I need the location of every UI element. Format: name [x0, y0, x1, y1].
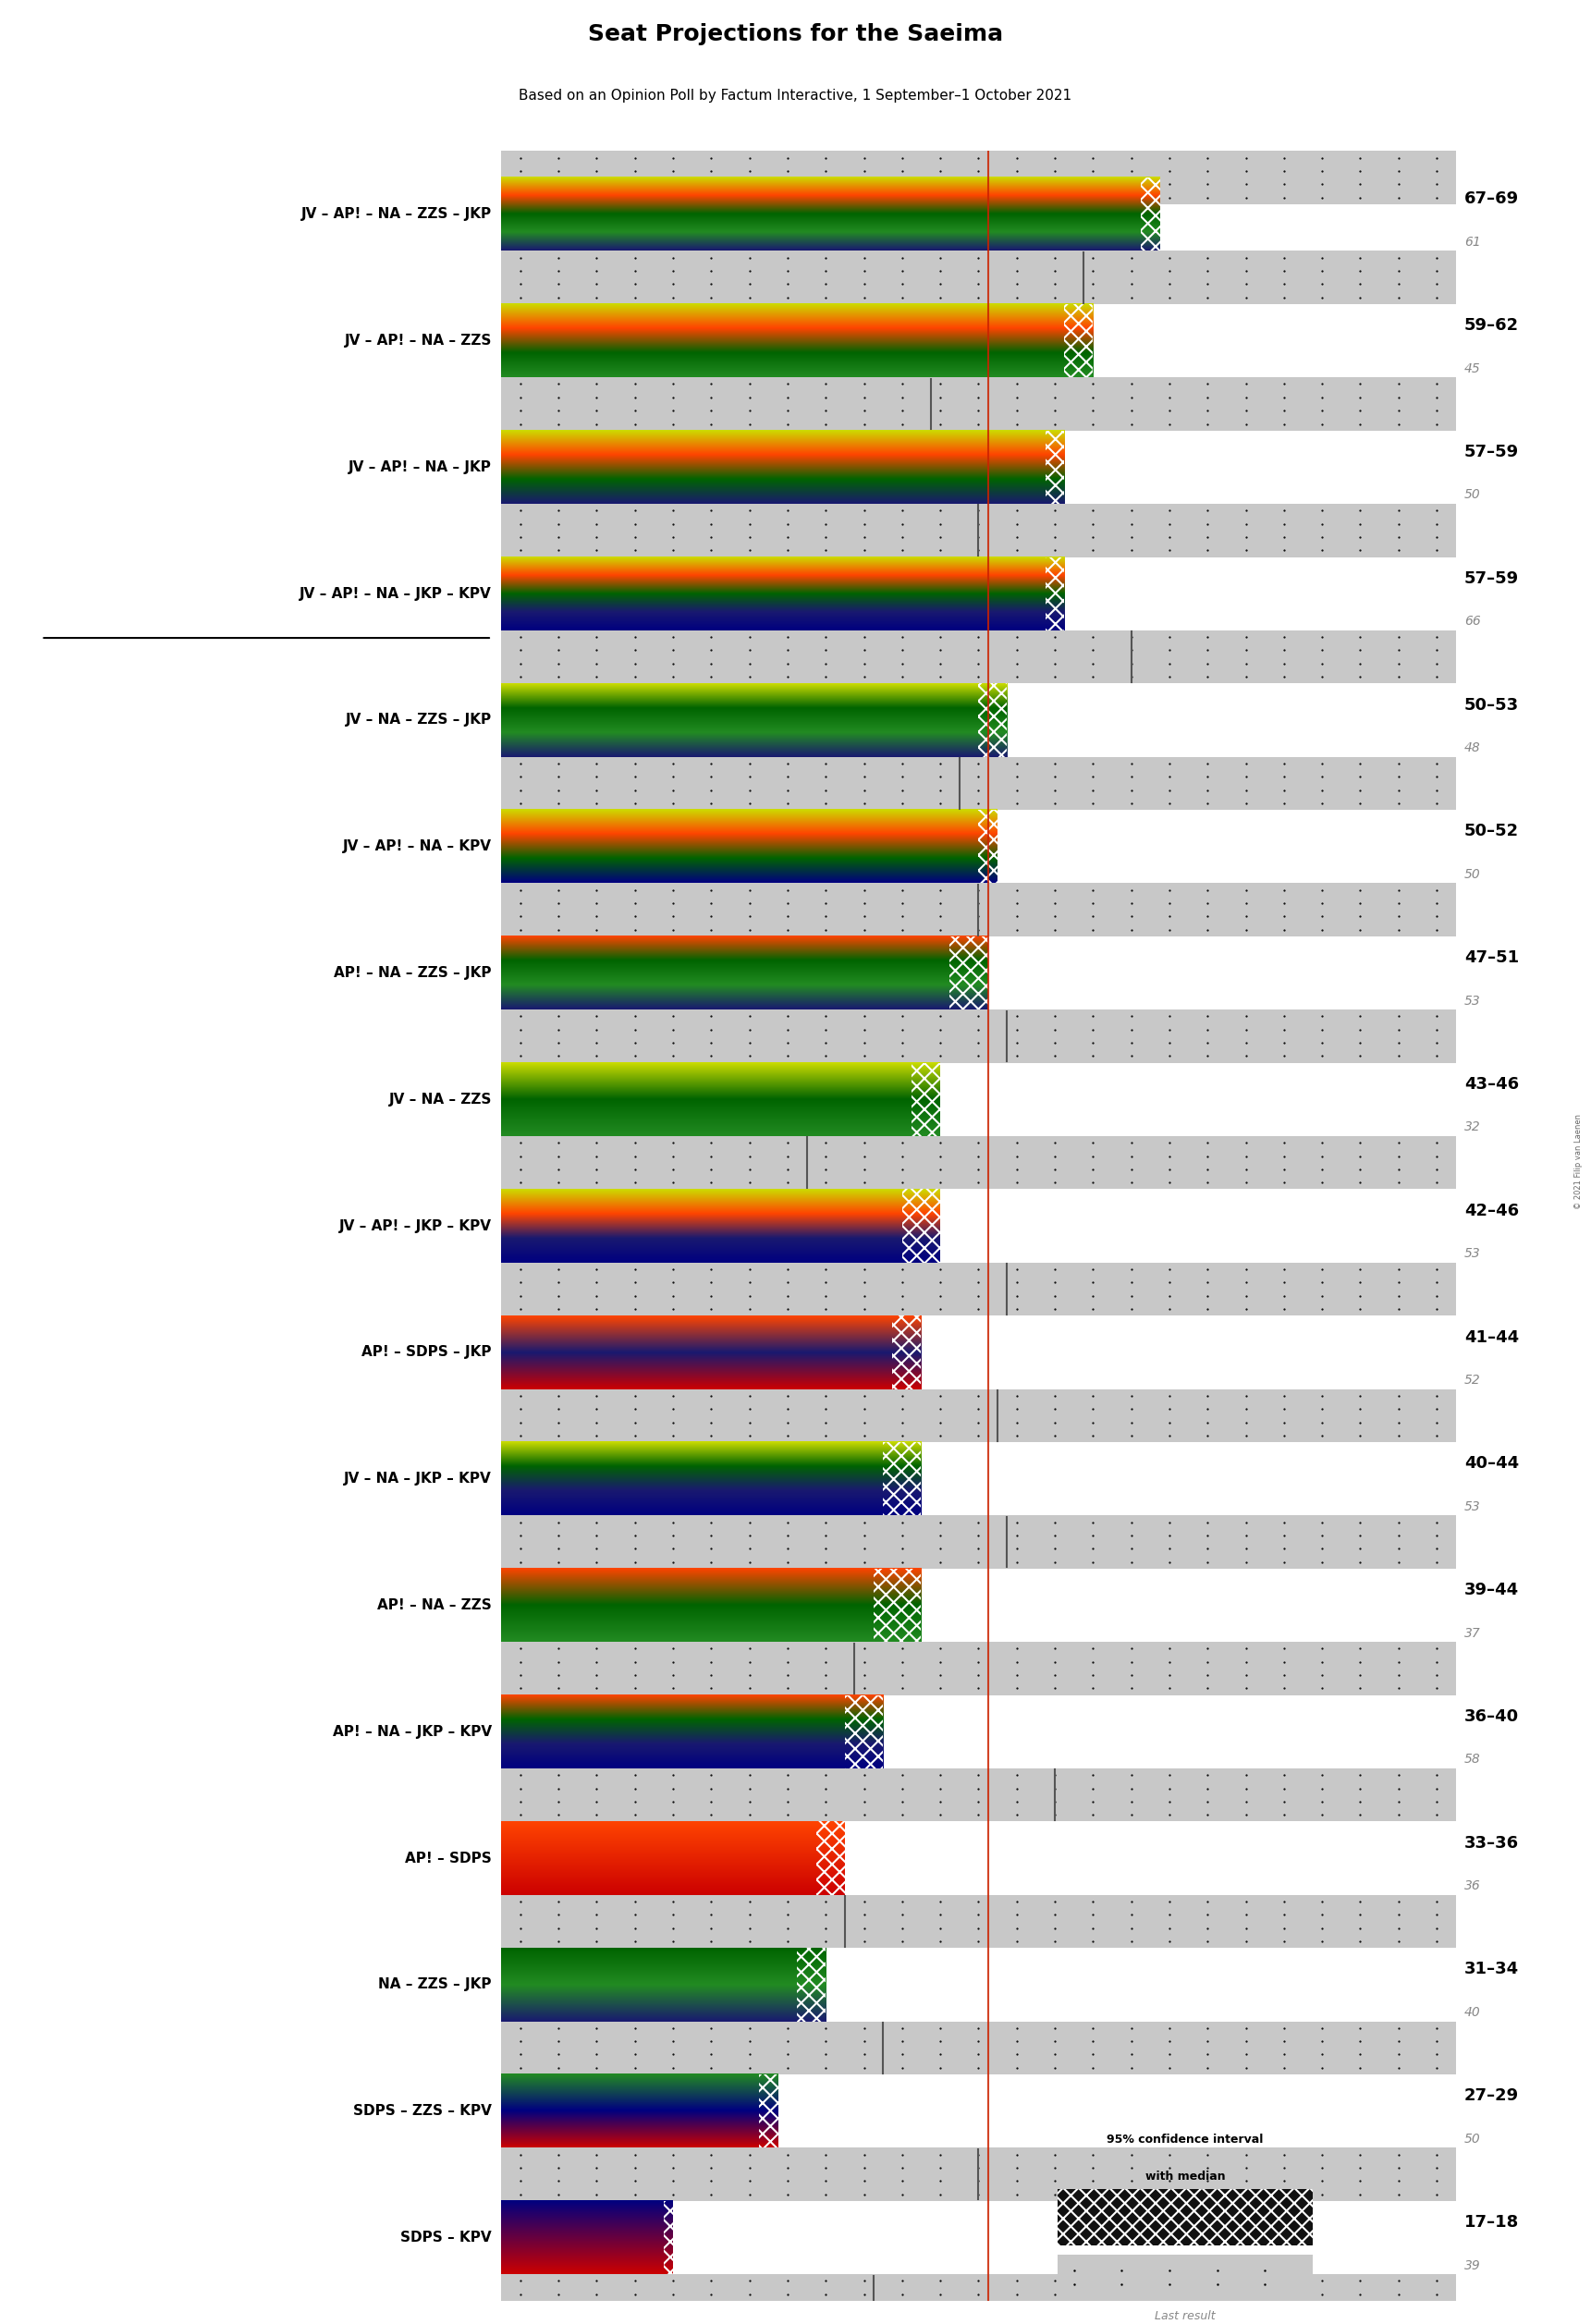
Bar [1064, 304, 1093, 376]
Text: 39: 39 [1464, 2259, 1481, 2273]
Text: JV – AP! – NA – ZZS – JKP: JV – AP! – NA – ZZS – JKP [301, 207, 492, 221]
Text: AP! – NA – ZZS: AP! – NA – ZZS [377, 1599, 492, 1613]
Text: 31–34: 31–34 [1464, 1961, 1519, 1978]
Text: 50–53: 50–53 [1464, 697, 1519, 713]
Bar [1045, 430, 1064, 504]
Bar [978, 683, 1007, 758]
Bar [873, 1569, 921, 1643]
Text: 95% confidence interval: 95% confidence interval [1107, 2133, 1263, 2145]
Text: 50–52: 50–52 [1464, 823, 1519, 839]
Text: 17–18: 17–18 [1464, 2215, 1519, 2231]
Bar [501, 504, 1456, 558]
Text: JV – NA – ZZS – JKP: JV – NA – ZZS – JKP [345, 713, 492, 727]
Text: 43–46: 43–46 [1464, 1076, 1519, 1092]
Text: 37: 37 [1464, 1627, 1481, 1638]
Bar [501, 630, 1456, 683]
Bar [501, 883, 1456, 937]
Text: JV – NA – JKP – KPV: JV – NA – JKP – KPV [344, 1471, 492, 1485]
Bar [501, 1009, 1456, 1062]
Text: Seat Projections for the Saeima: Seat Projections for the Saeima [589, 23, 1002, 46]
Bar [501, 2022, 1456, 2075]
Text: 59–62: 59–62 [1464, 318, 1519, 335]
Text: 50: 50 [1464, 867, 1481, 881]
Text: 36: 36 [1464, 1880, 1481, 1892]
Text: 57–59: 57–59 [1464, 444, 1519, 460]
Bar [1058, 2254, 1313, 2296]
Text: 48: 48 [1464, 741, 1481, 755]
Text: 67–69: 67–69 [1464, 191, 1519, 207]
Text: AP! – NA – JKP – KPV: AP! – NA – JKP – KPV [333, 1724, 492, 1738]
Bar [1045, 558, 1064, 630]
Text: 57–59: 57–59 [1464, 569, 1519, 586]
Bar [950, 937, 988, 1009]
Text: 53: 53 [1464, 1248, 1481, 1260]
Bar [501, 1894, 1456, 1948]
Text: 53: 53 [1464, 995, 1481, 1006]
Text: AP! – NA – ZZS – JKP: AP! – NA – ZZS – JKP [334, 967, 492, 981]
Text: JV – AP! – JKP – KPV: JV – AP! – JKP – KPV [339, 1220, 492, 1232]
Text: 50: 50 [1464, 488, 1481, 502]
Bar [816, 1822, 845, 1894]
Bar [501, 2275, 1456, 2324]
Text: JV – NA – ZZS: JV – NA – ZZS [388, 1092, 492, 1106]
Text: 39–44: 39–44 [1464, 1583, 1519, 1599]
Text: JV – AP! – NA – ZZS: JV – AP! – NA – ZZS [344, 335, 492, 349]
Text: 61: 61 [1464, 235, 1481, 249]
Text: 45: 45 [1464, 363, 1481, 374]
Bar [501, 1769, 1456, 1822]
Bar [501, 1136, 1456, 1190]
Bar [797, 1948, 826, 2022]
Text: AP! – SDPS – JKP: AP! – SDPS – JKP [361, 1346, 492, 1360]
Text: NA – ZZS – JKP: NA – ZZS – JKP [379, 1978, 492, 1992]
Text: with median: with median [1146, 2171, 1225, 2182]
Bar [501, 1643, 1456, 1694]
Text: 36–40: 36–40 [1464, 1708, 1519, 1724]
Bar [663, 2201, 673, 2275]
Bar [501, 151, 1456, 205]
Text: 52: 52 [1464, 1373, 1481, 1387]
Text: 66: 66 [1464, 616, 1481, 627]
Bar [912, 1062, 940, 1136]
Text: 50: 50 [1464, 2133, 1481, 2145]
Bar [501, 251, 1456, 304]
Bar [883, 1443, 921, 1515]
Bar [501, 2147, 1456, 2201]
Text: 53: 53 [1464, 1501, 1481, 1513]
Text: JV – AP! – NA – KPV: JV – AP! – NA – KPV [344, 839, 492, 853]
Text: 58: 58 [1464, 1752, 1481, 1766]
Text: 47–51: 47–51 [1464, 951, 1519, 967]
Bar [501, 1262, 1456, 1315]
Bar [893, 1315, 921, 1390]
Text: Based on an Opinion Poll by Factum Interactive, 1 September–1 October 2021: Based on an Opinion Poll by Factum Inter… [519, 88, 1072, 102]
Bar [501, 758, 1456, 809]
Bar [902, 1190, 940, 1262]
Text: 40–44: 40–44 [1464, 1455, 1519, 1471]
Text: 32: 32 [1464, 1120, 1481, 1134]
Bar [501, 376, 1456, 430]
Bar [759, 2075, 778, 2147]
Bar [501, 1390, 1456, 1443]
Text: 41–44: 41–44 [1464, 1329, 1519, 1346]
Text: © 2021 Filip van Laenen: © 2021 Filip van Laenen [1575, 1116, 1583, 1208]
Text: JV – AP! – NA – JKP: JV – AP! – NA – JKP [348, 460, 492, 474]
Bar [845, 1694, 883, 1769]
Text: SDPS – ZZS – KPV: SDPS – ZZS – KPV [353, 2103, 492, 2117]
Text: 42–46: 42–46 [1464, 1202, 1519, 1220]
Bar [978, 809, 998, 883]
Bar [1141, 177, 1160, 251]
Text: JV – AP! – NA – JKP – KPV: JV – AP! – NA – JKP – KPV [299, 586, 492, 600]
Text: AP! – SDPS: AP! – SDPS [406, 1852, 492, 1866]
Bar [1058, 2189, 1313, 2245]
Text: Last result: Last result [1155, 2310, 1216, 2322]
Text: 40: 40 [1464, 2006, 1481, 2020]
Bar [501, 1515, 1456, 1569]
Text: SDPS – KPV: SDPS – KPV [401, 2231, 492, 2245]
Text: 27–29: 27–29 [1464, 2087, 1519, 2103]
Text: 33–36: 33–36 [1464, 1834, 1519, 1852]
